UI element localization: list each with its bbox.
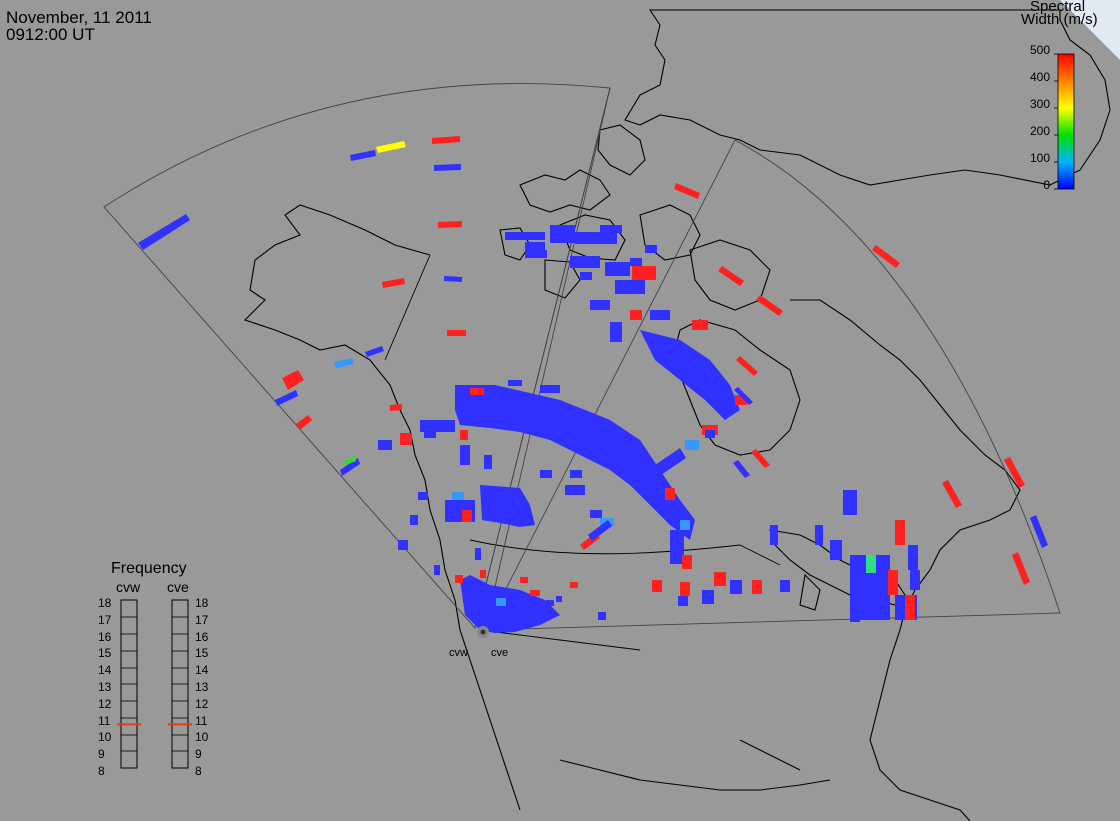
colorbar-tick-label: 300	[1029, 97, 1050, 111]
freq-scale-label: 14	[195, 663, 209, 678]
site-label-cve: cve	[491, 647, 509, 659]
colorbar-tick-label: 0	[1043, 178, 1050, 192]
freq-scale-label: 8	[195, 764, 202, 778]
scatter-cells	[138, 136, 1048, 633]
fov-fans	[103, 83, 1061, 631]
freq-scales	[120, 599, 189, 769]
site-label-cvw: cvw	[449, 647, 468, 659]
radar-site-center	[480, 629, 486, 635]
colorbar-tick-label: 200	[1029, 124, 1050, 138]
freq-scale-label: 13	[195, 680, 209, 694]
freq-scale-label: 17	[195, 612, 209, 627]
freq-scale-label: 15	[195, 646, 209, 661]
corner-fold	[1060, 0, 1120, 60]
frequency-title: Frequency	[111, 560, 187, 577]
freq-scale-label: 12	[98, 696, 112, 711]
freq-scale-label: 8	[98, 764, 105, 778]
colorbar-tick-label: 500	[1029, 43, 1050, 57]
freq-radar-name-cve: cve	[167, 579, 189, 595]
colorbar-tick-label: 400	[1029, 70, 1050, 84]
colorbar-tick-label: 100	[1029, 151, 1050, 165]
freq-scale-label: 11	[195, 713, 208, 728]
freq-scale-label: 9	[195, 747, 202, 762]
freq-scale-label: 16	[195, 629, 209, 644]
freq-scale-label: 11	[98, 713, 111, 728]
freq-scale-label: 9	[98, 747, 105, 762]
colorbar-title-line2: Width (m/s)	[1021, 11, 1098, 28]
freq-scale-label: 12	[195, 696, 209, 711]
colorbar-gradient	[1057, 53, 1075, 190]
freq-scale-label: 10	[98, 730, 112, 745]
freq-scale-label: 15	[98, 646, 112, 661]
colorbar-title-line1: Spectral	[1030, 0, 1086, 15]
freq-scale-label: 18	[195, 596, 209, 610]
colorbar-ticks	[1054, 53, 1058, 190]
freq-scale-label: 10	[195, 730, 209, 745]
freq-scale-label: 18	[98, 596, 112, 610]
coastlines	[243, 9, 1111, 821]
freq-radar-name-cvw: cvw	[116, 579, 141, 595]
freq-scale-label: 16	[98, 629, 112, 644]
freq-scale-label: 14	[98, 663, 112, 678]
time-label: 0912:00 UT	[6, 25, 95, 44]
freq-scale-label: 13	[98, 680, 112, 694]
date-label: November, 11 2011	[6, 8, 152, 27]
freq-scale-label: 17	[98, 612, 112, 627]
